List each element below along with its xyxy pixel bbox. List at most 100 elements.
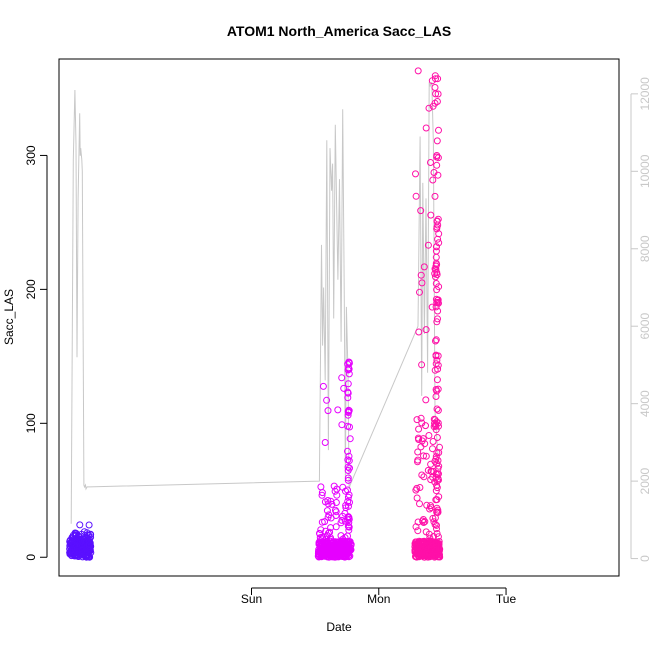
scatter-point — [433, 161, 441, 169]
scatter-cluster — [66, 521, 95, 561]
x-axis-label: Date — [326, 620, 352, 634]
scatter-cluster — [314, 358, 355, 561]
chart-title: ATOM1 North_America Sacc_LAS — [227, 23, 451, 39]
scatter-point — [432, 455, 440, 463]
y2-tick-label: 6000 — [638, 313, 650, 340]
scatter-point — [77, 538, 85, 545]
scatter-point — [417, 207, 425, 215]
scatter-point — [84, 543, 92, 551]
scatter-point — [411, 543, 419, 551]
scatter-point — [344, 447, 351, 455]
scatter-point — [346, 435, 354, 443]
x-axis: Sun Mon Tue — [241, 587, 517, 606]
y-tick-label: 100 — [24, 413, 38, 433]
scatter-point — [432, 487, 440, 495]
scatter-point — [327, 497, 335, 505]
scatter-point — [435, 493, 443, 501]
scatter-point — [323, 396, 331, 404]
scatter-point — [435, 126, 442, 134]
scatter-point — [433, 217, 441, 225]
scatter-point — [324, 407, 332, 415]
scatter-point — [433, 521, 440, 529]
scatter-point — [318, 518, 326, 526]
scatter-point — [415, 425, 423, 433]
scatter-point — [424, 550, 431, 558]
scatter-point — [434, 352, 442, 360]
scatter-point — [331, 506, 339, 514]
scatter-point — [433, 460, 441, 468]
scatter-point — [323, 507, 331, 515]
scatter-point — [85, 521, 93, 529]
scatter-point — [434, 75, 442, 83]
scatter-point — [433, 98, 441, 105]
scatter-point — [416, 288, 423, 296]
scatter-point — [319, 538, 327, 546]
scatter-point — [413, 494, 421, 502]
scatter-point — [433, 525, 440, 533]
scatter-point — [422, 396, 430, 404]
scatter-point — [82, 549, 89, 557]
scatter-point — [345, 457, 353, 465]
scatter-point — [340, 384, 348, 392]
scatter-point — [72, 547, 80, 555]
scatter-point — [429, 445, 436, 453]
series-line — [70, 82, 440, 524]
scatter-point — [432, 543, 440, 551]
scatter-point — [434, 419, 442, 427]
scatter-point — [345, 452, 353, 460]
scatter-point — [344, 498, 352, 505]
scatter-point — [345, 406, 353, 414]
scatter-point — [427, 467, 435, 475]
scatter-point — [433, 356, 441, 364]
y2-axis: 0 2000 4000 6000 8000 10000 12000 — [630, 77, 650, 562]
scatter-point — [346, 423, 353, 431]
scatter-point — [420, 263, 428, 271]
scatter-point — [412, 192, 420, 200]
scatter-point — [429, 176, 437, 184]
scatter-point — [434, 465, 442, 472]
scatter-point — [329, 553, 337, 561]
scatter-point — [434, 235, 442, 243]
scatter-point — [73, 540, 81, 548]
scatter-point — [344, 476, 352, 484]
scatter-point — [321, 439, 329, 446]
scatter-point — [433, 376, 441, 384]
scatter-point — [432, 336, 440, 344]
scatter-point — [429, 514, 437, 522]
scatter-point — [432, 90, 440, 98]
scatter-point — [433, 387, 441, 395]
scatter-point — [422, 326, 430, 334]
scatter-point — [418, 279, 426, 287]
scatter-point — [432, 538, 440, 546]
scatter-point — [427, 159, 434, 166]
scatter-point — [434, 90, 442, 98]
scatter-point — [434, 365, 442, 373]
scatter-point — [416, 500, 423, 508]
scatter-point — [434, 361, 442, 369]
scatter-point — [425, 432, 433, 439]
scatter-point — [436, 443, 443, 451]
x-tick-label: Sun — [241, 592, 262, 606]
x-tick-label: Tue — [496, 592, 517, 606]
scatter-point — [420, 473, 428, 481]
scatter-point — [432, 453, 440, 461]
y-tick-label: 300 — [24, 145, 38, 165]
scatter-point — [421, 440, 429, 448]
scatter-point — [434, 406, 442, 414]
scatter-point — [318, 549, 326, 557]
y2-tick-label: 4000 — [638, 390, 650, 417]
scatter-point — [345, 547, 352, 555]
scatter-point — [344, 474, 352, 482]
scatter-point — [419, 540, 427, 548]
scatter-point — [76, 521, 84, 529]
scatter-point — [433, 449, 441, 457]
y2-tick-label: 2000 — [638, 467, 650, 494]
scatter-point — [344, 394, 352, 402]
y-tick-label: 0 — [24, 554, 38, 561]
scatter-point — [432, 337, 439, 345]
scatter-point — [418, 471, 426, 479]
scatter-point — [425, 530, 433, 538]
scatter-point — [418, 538, 426, 546]
scatter-point — [344, 532, 351, 540]
scatter-point — [429, 438, 437, 445]
